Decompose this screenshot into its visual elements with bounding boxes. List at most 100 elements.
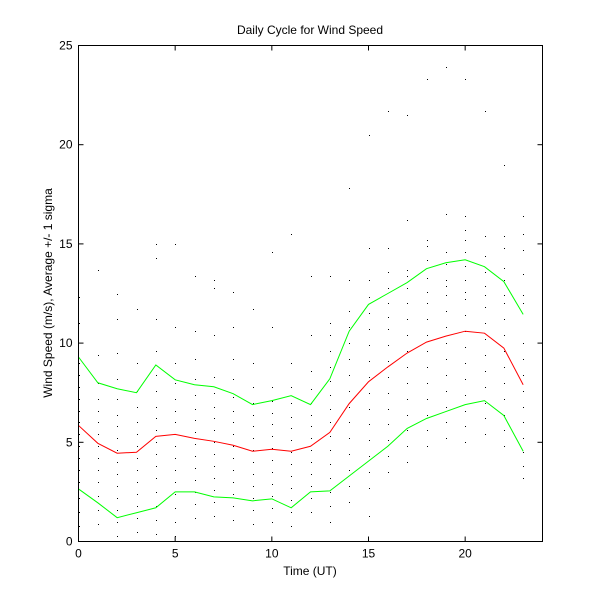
scatter-point — [214, 393, 215, 394]
scatter-point — [272, 496, 273, 497]
scatter-point — [117, 379, 118, 380]
scatter-point — [311, 498, 312, 499]
series-lines — [78, 259, 524, 519]
scatter-point — [427, 319, 428, 320]
scatter-point — [98, 270, 99, 271]
scatter-point — [214, 454, 215, 455]
scatter-point — [98, 496, 99, 497]
scatter-point — [388, 424, 389, 425]
scatter-point — [214, 288, 215, 289]
scatter-point — [214, 280, 215, 281]
scatter-point — [311, 450, 312, 451]
scatter-point — [504, 415, 505, 416]
scatter-point — [330, 522, 331, 523]
scatter-point — [349, 422, 350, 423]
scatter-point — [117, 353, 118, 354]
scatter-point — [195, 444, 196, 445]
scatter-point — [156, 442, 157, 443]
scatter-point — [330, 506, 331, 507]
scatter-point — [523, 391, 524, 392]
scatter-point — [156, 407, 157, 408]
scatter-point — [330, 381, 331, 382]
scatter-point — [156, 466, 157, 467]
scatter-point — [523, 274, 524, 275]
scatter-point — [388, 409, 389, 410]
scatter-point — [98, 510, 99, 511]
scatter-point — [214, 502, 215, 503]
scatter-point — [272, 508, 273, 509]
scatter-point — [98, 470, 99, 471]
scatter-point — [349, 311, 350, 312]
scatter-point — [465, 216, 466, 217]
scatter-point — [117, 450, 118, 451]
scatter-point — [465, 230, 466, 231]
scatter-point — [349, 343, 350, 344]
scatter-point — [349, 188, 350, 189]
scatter-point — [388, 272, 389, 273]
scatter-point — [523, 250, 524, 251]
scatter-point — [388, 111, 389, 112]
scatter-point — [272, 401, 273, 402]
chart-title: Daily Cycle for Wind Speed — [237, 23, 383, 37]
scatter-point — [523, 407, 524, 408]
scatter-point — [407, 462, 408, 463]
scatter-point — [98, 458, 99, 459]
scatter-point — [504, 319, 505, 320]
scatter-point — [214, 466, 215, 467]
y-axis-label: Wind Speed (m/s), Average +/- 1 sigma — [41, 188, 55, 398]
scatter-point — [117, 522, 118, 523]
scatter-point — [427, 446, 428, 447]
scatter-point — [504, 399, 505, 400]
scatter-point — [175, 508, 176, 509]
scatter-point — [485, 236, 486, 237]
scatter-point — [523, 359, 524, 360]
scatter-point — [214, 490, 215, 491]
scatter-point — [291, 512, 292, 513]
scatter-point — [253, 426, 254, 427]
scatter-point — [98, 482, 99, 483]
scatter-point — [233, 434, 234, 435]
scatter-point — [233, 470, 234, 471]
scatter-point — [156, 375, 157, 376]
scatter-point — [330, 335, 331, 336]
scatter-point — [117, 474, 118, 475]
scatter-point — [272, 413, 273, 414]
scatter-point — [504, 446, 505, 447]
scatter-point — [98, 411, 99, 412]
scatter-point — [485, 371, 486, 372]
scatter-point — [272, 472, 273, 473]
scatter-point — [214, 442, 215, 443]
scatter-point — [349, 438, 350, 439]
scatter-point — [291, 500, 292, 501]
scatter-point — [311, 486, 312, 487]
scatter-point — [175, 327, 176, 328]
scatter-point — [117, 462, 118, 463]
scatter-point — [407, 399, 408, 400]
scatter-point — [79, 526, 80, 527]
scatter-point — [214, 407, 215, 408]
scatter-point — [195, 518, 196, 519]
scatter-point — [485, 355, 486, 356]
scatter-point — [485, 272, 486, 273]
scatter-point — [175, 399, 176, 400]
scatter-point — [485, 111, 486, 112]
scatter-point — [465, 299, 466, 300]
scatter-point — [407, 319, 408, 320]
scatter-point — [156, 351, 157, 352]
scatter-point — [523, 478, 524, 479]
scatter-point — [175, 458, 176, 459]
scatter-point — [407, 270, 408, 271]
scatter-point — [98, 434, 99, 435]
scatter-point — [117, 536, 118, 537]
scatter-point — [253, 450, 254, 451]
scatter-points — [79, 67, 524, 537]
scatter-point — [137, 309, 138, 310]
scatter-point — [117, 486, 118, 487]
scatter-point — [369, 456, 370, 457]
scatter-point — [330, 464, 331, 465]
scatter-point — [156, 492, 157, 493]
scatter-point — [253, 524, 254, 525]
scatter-point — [330, 276, 331, 277]
scatter-point — [98, 446, 99, 447]
scatter-point — [446, 286, 447, 287]
